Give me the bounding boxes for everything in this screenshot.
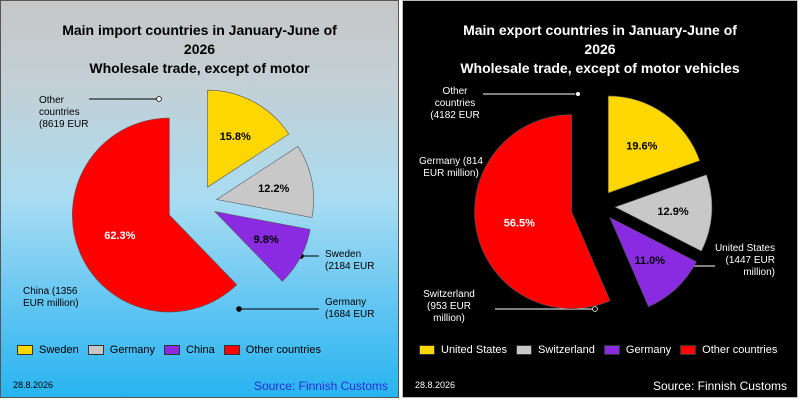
legend-swatch bbox=[223, 345, 240, 355]
legend-item: Sweden bbox=[17, 344, 79, 356]
legend-label: Switzerland bbox=[538, 344, 595, 356]
legend-swatch bbox=[680, 345, 697, 355]
pie-slice-other-countries bbox=[72, 117, 238, 313]
pie-slice-sweden bbox=[207, 89, 290, 188]
pie-percent-label: 9.8% bbox=[254, 234, 279, 246]
legend-swatch bbox=[419, 345, 435, 355]
legend-item: Switzerland bbox=[516, 344, 595, 356]
pie-percent-label: 11.0% bbox=[634, 255, 665, 267]
callout-dot bbox=[575, 91, 581, 97]
pie-percent-label: 56.5% bbox=[504, 217, 535, 229]
chart-title: Main export countries in January-June of… bbox=[403, 21, 797, 78]
callout-label: China (1356 EUR million) bbox=[23, 286, 79, 309]
legend-item: Germany bbox=[603, 344, 672, 356]
import-chart-panel: Main import countries in January-June of… bbox=[0, 0, 399, 398]
legend-item: Germany bbox=[87, 344, 156, 356]
legend-label: Germany bbox=[109, 344, 156, 356]
legend-label: Sweden bbox=[39, 344, 79, 356]
legend-label: Other countries bbox=[245, 344, 321, 356]
pie-percent-label: 12.9% bbox=[657, 206, 688, 218]
chart-legend: United States Switzerland Germany Other … bbox=[419, 344, 786, 356]
legend-item: United States bbox=[419, 344, 507, 356]
export-chart-panel: Main export countries in January-June of… bbox=[402, 0, 798, 398]
chart-source: Source: Finnish Customs bbox=[652, 379, 787, 393]
pie-slice-switzerland bbox=[614, 174, 713, 252]
pie-percent-label: 62.3% bbox=[104, 230, 135, 242]
legend-item: China bbox=[164, 344, 215, 356]
pie-slice-germany bbox=[215, 145, 314, 218]
chart-title-line: Main import countries in January-June of bbox=[62, 22, 337, 38]
legend-item: Other countries bbox=[680, 344, 777, 356]
pie-slice-other-countries bbox=[474, 114, 611, 309]
export-pie-chart: 19.6% United States (1447 EUR million) 12.9%… bbox=[419, 86, 775, 324]
chart-title-line: 2026 bbox=[183, 41, 216, 57]
legend-swatch bbox=[87, 345, 104, 355]
callout-label: Germany (1684 EUR bbox=[325, 297, 374, 320]
callout-dot bbox=[592, 306, 598, 312]
legend-swatch bbox=[603, 345, 620, 355]
pie-percent-label: 15.8% bbox=[220, 131, 251, 143]
legend-swatch bbox=[516, 345, 533, 355]
callout-dot bbox=[156, 96, 162, 102]
chart-title: Main import countries in January-June of… bbox=[1, 21, 398, 78]
chart-source: Source: Finnish Customs bbox=[253, 379, 388, 393]
pie-percent-label: 12.2% bbox=[258, 183, 289, 195]
import-pie-chart: 15.8% Sweden (2184 EUR 12.2% Germany (1684 EU… bbox=[23, 89, 374, 320]
callout-dot bbox=[236, 306, 242, 312]
legend-item: Other countries bbox=[223, 344, 321, 356]
callout-label: United States (1447 EUR million) bbox=[715, 243, 775, 278]
chart-date: 28.8.2026 bbox=[13, 380, 54, 390]
chart-legend: Sweden Germany China Other countries bbox=[17, 344, 330, 356]
legend-label: Germany bbox=[625, 344, 672, 356]
legend-label: United States bbox=[441, 344, 508, 356]
pie-slice-germany bbox=[609, 217, 697, 308]
legend-label: Other countries bbox=[702, 344, 778, 356]
legend-swatch bbox=[164, 345, 181, 355]
pie-slice-united-states bbox=[607, 95, 701, 194]
chart-title-line: 2026 bbox=[584, 41, 616, 57]
callout-label: Other countries (4182 EUR bbox=[430, 86, 479, 121]
chart-title-line: Wholesale trade, except of motor vehicle… bbox=[460, 60, 740, 76]
legend-swatch bbox=[17, 345, 33, 355]
callout-label: Germany (814 EUR million) bbox=[419, 156, 483, 179]
callout-label: Other countries (8619 EUR bbox=[39, 95, 88, 130]
chart-date: 28.8.2026 bbox=[415, 380, 456, 390]
legend-label: China bbox=[186, 344, 215, 356]
callout-label: Sweden (2184 EUR bbox=[325, 249, 374, 272]
chart-title-line: Wholesale trade, except of motor bbox=[89, 60, 310, 76]
pie-percent-label: 19.6% bbox=[626, 140, 657, 152]
chart-title-line: Main export countries in January-June of bbox=[463, 22, 737, 38]
pie-slice-china bbox=[213, 211, 311, 282]
callout-label: Switzerland (953 EUR million) bbox=[423, 289, 475, 324]
